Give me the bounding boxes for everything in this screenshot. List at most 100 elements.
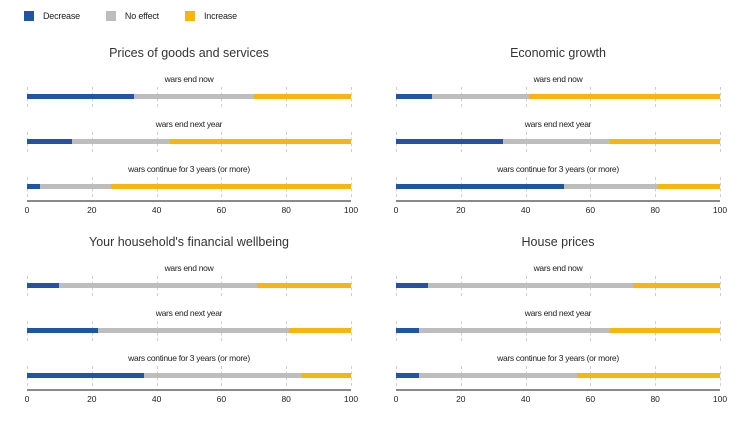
x-axis-tick-label: 40 [520, 205, 531, 215]
bar-row: wars continue for 3 years (or more) [27, 343, 352, 388]
x-axis-tick-label: 60 [585, 394, 596, 404]
x-axis: 0 20 40 60 80 100 [394, 200, 727, 216]
bar-segment-decrease [396, 184, 565, 189]
bar-segment-increase [609, 328, 720, 333]
x-axis: 0 20 40 60 80 100 [393, 389, 727, 405]
gridline [351, 87, 352, 107]
bar-segment-decrease [396, 139, 503, 144]
x-axis-tick-label: 20 [87, 205, 97, 215]
bar-segment-no-effect [59, 283, 258, 288]
bar-segment-increase [302, 373, 351, 378]
x-axis-tick-label: 100 [712, 205, 728, 215]
x-axis-tick-label: 40 [151, 205, 162, 215]
stacked-bar [27, 328, 351, 333]
bar-segment-increase [577, 373, 720, 378]
bar-row-label: wars end next year [155, 308, 223, 318]
stacked-bar [27, 94, 351, 99]
bar-segment-decrease [27, 283, 60, 288]
bar-track [27, 321, 352, 341]
bar-row-label: wars continue for 3 years (or more) [128, 353, 250, 363]
bar-segment-no-effect [418, 328, 610, 333]
bar-segment-decrease [396, 373, 419, 378]
stacked-bar [396, 328, 720, 333]
bar-segment-no-effect [564, 184, 659, 189]
bar-segment-decrease [27, 328, 99, 333]
gridline [720, 132, 721, 152]
bar-segment-increase [528, 94, 720, 99]
bar-row: wars continue for 3 years (or more) [396, 154, 721, 199]
chart-panel: Your household's financial wellbeing wars… [25, 235, 358, 405]
stacked-bar [396, 184, 720, 189]
gridline [720, 276, 721, 296]
bar-track [27, 87, 352, 107]
chart-panel: Economic growth wars end now wars end next… [394, 46, 727, 216]
bar-segment-decrease [396, 283, 429, 288]
x-axis: 0 20 40 60 80 100 [25, 200, 358, 216]
x-axis-tick-label: 20 [456, 394, 466, 404]
stacked-bar [396, 373, 720, 378]
bar-row-label: wars continue for 3 years (or more) [497, 164, 619, 174]
bar-track [396, 177, 721, 197]
bar-segment-no-effect [428, 283, 633, 288]
bar-track [27, 366, 352, 386]
bar-segment-no-effect [502, 139, 610, 144]
stacked-bar [27, 184, 351, 189]
x-axis-tick-label: 80 [650, 394, 660, 404]
x-axis-tick-label: 80 [281, 205, 291, 215]
x-axis-tick-label: 40 [520, 394, 531, 404]
bar-row-label: wars end next year [524, 119, 592, 129]
x-axis-tick-label: 100 [712, 394, 728, 404]
gridline [720, 87, 721, 107]
stacked-bar [27, 283, 351, 288]
bar-track [27, 276, 352, 296]
x-axis-tick-label: 40 [151, 394, 162, 404]
bar-track [27, 177, 352, 197]
bar-segment-increase [257, 283, 351, 288]
bar-row: wars continue for 3 years (or more) [27, 154, 352, 199]
bar-segment-increase [111, 184, 351, 189]
stacked-bar [396, 139, 720, 144]
bar-segment-no-effect [39, 184, 112, 189]
bar-row-label: wars end next year [524, 308, 592, 318]
gridline [720, 321, 721, 341]
panel-title: House prices [521, 235, 595, 249]
bar-segment-increase [169, 139, 351, 144]
x-axis-tick-label: 100 [343, 394, 359, 404]
chart-panel: House prices wars end now wars end next ye… [393, 235, 727, 405]
legend: Decrease No effect Increase [24, 11, 237, 21]
gridline [351, 366, 352, 386]
bar-row-label: wars end now [164, 263, 214, 273]
panel-title: Your household's financial wellbeing [89, 235, 289, 249]
stacked-bar [396, 283, 720, 288]
gridline [351, 321, 352, 341]
stacked-bar [396, 94, 720, 99]
stacked-bar [27, 139, 351, 144]
bar-track [396, 276, 721, 296]
x-axis: 0 20 40 60 80 100 [25, 389, 358, 405]
bar-segment-decrease [27, 94, 134, 99]
x-axis-tick-label: 80 [650, 205, 660, 215]
bar-segment-decrease [27, 184, 40, 189]
legend-label-no-effect: No effect [124, 11, 159, 21]
bar-row: wars end next year [396, 298, 721, 343]
gridline [720, 366, 721, 386]
bar-row-label: wars end now [533, 74, 583, 84]
bar-track [396, 87, 721, 107]
bar-segment-no-effect [72, 139, 170, 144]
panel-title: Economic growth [510, 46, 606, 60]
legend-item-decrease: Decrease [24, 11, 80, 21]
bar-segment-increase [253, 94, 351, 99]
bar-segment-decrease [396, 94, 432, 99]
stacked-bar [27, 373, 351, 378]
x-axis-tick-label: 0 [393, 394, 399, 404]
bar-track [396, 366, 721, 386]
bar-row-label: wars end now [533, 263, 583, 273]
bar-row: wars end now [27, 64, 352, 109]
bar-row-label: wars end now [164, 74, 214, 84]
no-effect-swatch-icon [105, 11, 116, 21]
bar-row-label: wars end next year [155, 119, 223, 129]
bar-track [27, 132, 352, 152]
bar-segment-no-effect [143, 373, 303, 378]
bar-segment-no-effect [98, 328, 290, 333]
